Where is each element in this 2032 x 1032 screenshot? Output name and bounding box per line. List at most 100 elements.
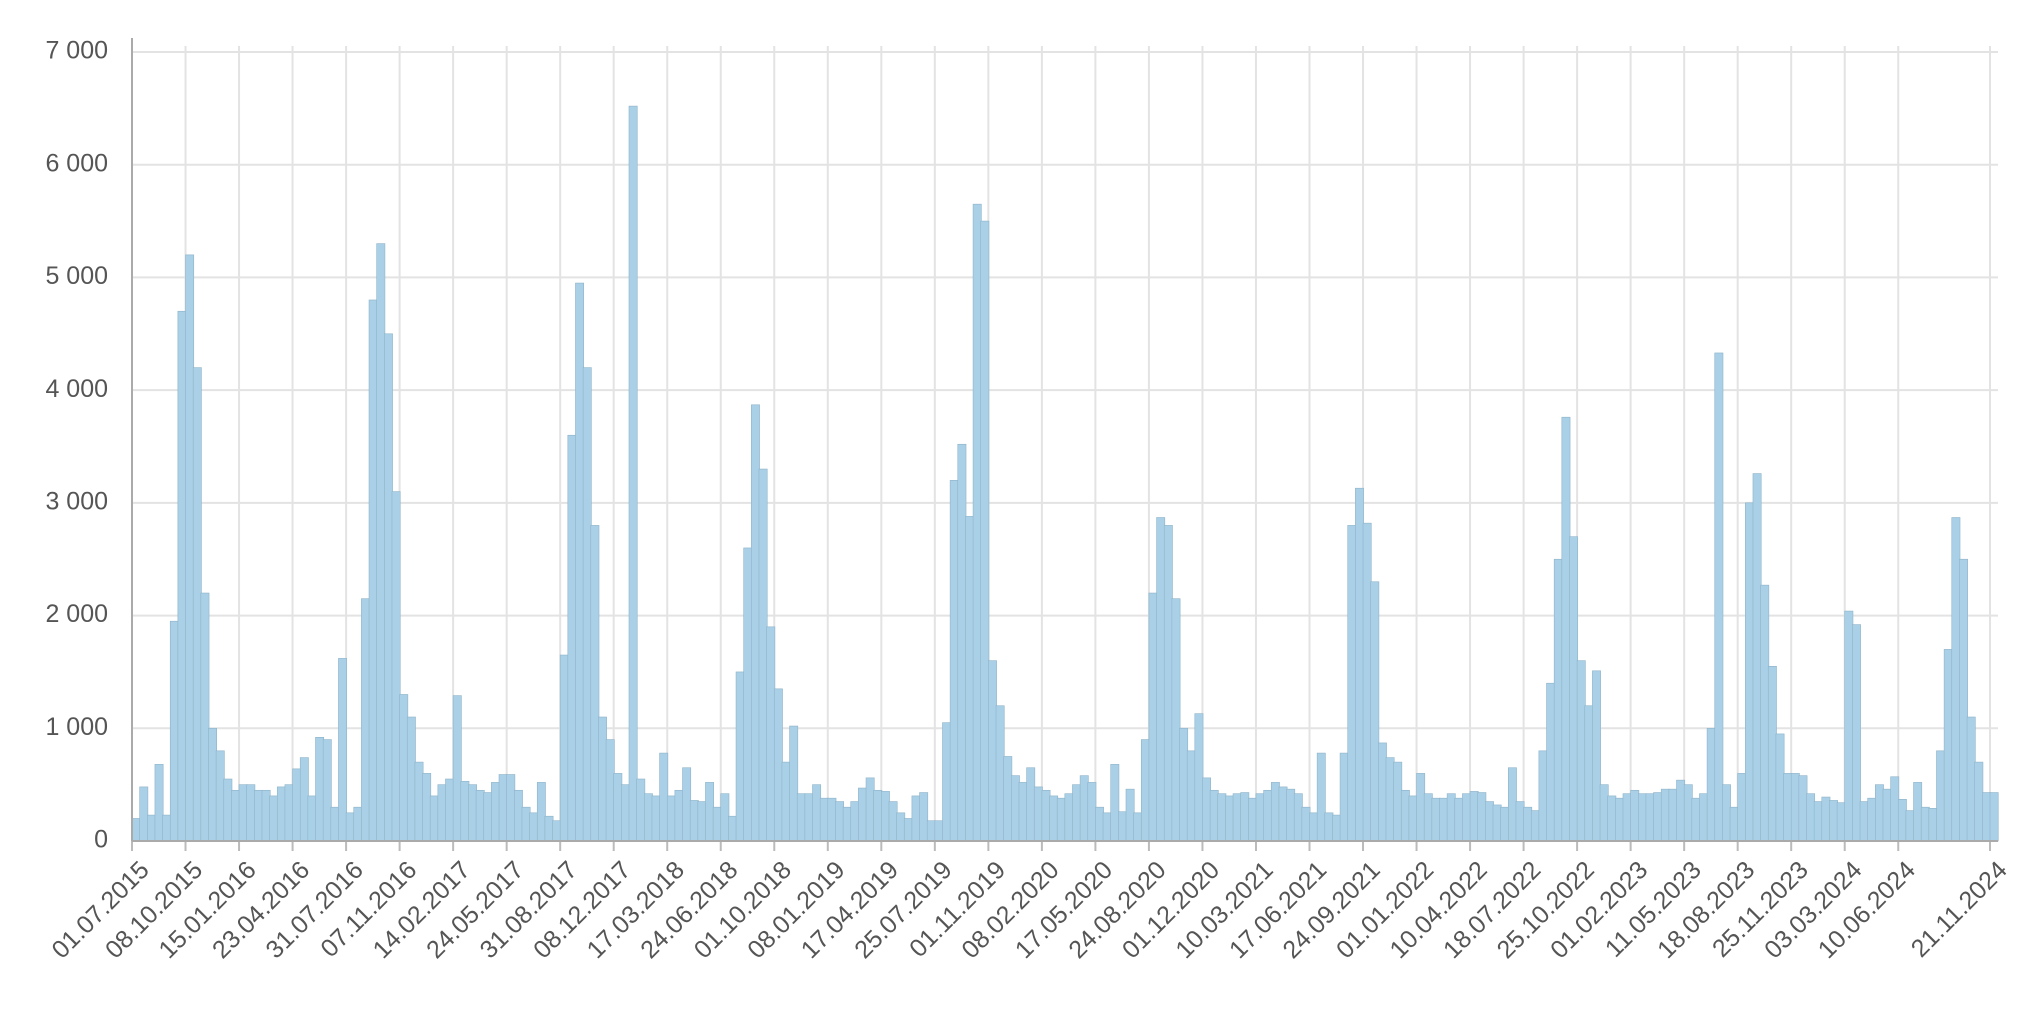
bar bbox=[1592, 670, 1601, 842]
bar bbox=[1538, 750, 1548, 842]
bar bbox=[1660, 788, 1670, 842]
bar bbox=[881, 791, 890, 842]
bar bbox=[705, 782, 715, 842]
bar bbox=[827, 797, 837, 842]
bar bbox=[1339, 752, 1349, 842]
bar bbox=[1775, 733, 1785, 842]
bar bbox=[1974, 761, 1984, 842]
bar bbox=[1599, 784, 1609, 842]
bar bbox=[338, 658, 347, 842]
bar bbox=[988, 660, 997, 842]
bar bbox=[1706, 727, 1716, 842]
y-tick-label: 1 000 bbox=[45, 713, 108, 741]
bar bbox=[1301, 806, 1311, 842]
bar bbox=[1477, 792, 1487, 842]
bar bbox=[1255, 793, 1265, 842]
bar bbox=[1469, 791, 1479, 842]
bar bbox=[1645, 793, 1655, 842]
bar bbox=[1569, 536, 1579, 842]
bar bbox=[1615, 797, 1624, 842]
bar bbox=[1890, 776, 1900, 842]
bar bbox=[215, 750, 225, 842]
bar bbox=[1263, 789, 1273, 842]
bar bbox=[1156, 517, 1166, 842]
bar bbox=[276, 786, 286, 842]
bar bbox=[773, 688, 783, 842]
bar bbox=[1171, 598, 1181, 842]
bar bbox=[498, 774, 508, 842]
bar bbox=[1806, 793, 1816, 842]
bar bbox=[1989, 792, 1999, 842]
bar bbox=[1148, 592, 1158, 842]
bar bbox=[185, 254, 195, 842]
bar bbox=[1194, 713, 1204, 842]
bar bbox=[345, 812, 355, 842]
bar bbox=[1882, 788, 1892, 842]
bar bbox=[789, 725, 799, 842]
bar bbox=[223, 778, 233, 842]
bar bbox=[1079, 775, 1089, 842]
bar bbox=[1653, 792, 1663, 842]
bar bbox=[1378, 742, 1387, 842]
bar bbox=[1523, 806, 1533, 842]
bar bbox=[1408, 795, 1418, 842]
bar bbox=[146, 814, 156, 842]
bar bbox=[292, 768, 302, 842]
bar bbox=[697, 801, 707, 842]
bar bbox=[735, 671, 745, 842]
bar bbox=[1752, 473, 1762, 842]
bar bbox=[460, 780, 470, 842]
bar bbox=[353, 806, 363, 842]
bar bbox=[628, 105, 638, 842]
bar bbox=[1905, 810, 1915, 842]
bar bbox=[575, 282, 585, 842]
bar bbox=[406, 716, 416, 842]
bar bbox=[177, 310, 187, 842]
bar bbox=[1362, 522, 1372, 842]
bar bbox=[942, 722, 952, 842]
y-tick-label: 5 000 bbox=[45, 262, 108, 290]
bar bbox=[1607, 795, 1617, 842]
bar bbox=[1248, 797, 1257, 842]
y-tick-label: 0 bbox=[94, 826, 108, 854]
bar bbox=[1714, 352, 1724, 842]
bar bbox=[1140, 739, 1150, 842]
bar bbox=[1637, 793, 1647, 842]
bar bbox=[911, 795, 921, 842]
bar bbox=[888, 801, 898, 842]
bar bbox=[1767, 665, 1777, 842]
bar bbox=[758, 468, 768, 842]
bar bbox=[1125, 788, 1135, 842]
bar bbox=[1783, 773, 1793, 842]
bar bbox=[1446, 793, 1456, 842]
bar bbox=[949, 480, 959, 842]
bar bbox=[1385, 757, 1395, 842]
bar bbox=[246, 784, 256, 842]
bar bbox=[1026, 767, 1036, 842]
bar bbox=[651, 795, 661, 842]
bar bbox=[1943, 649, 1953, 842]
bar bbox=[1179, 727, 1189, 842]
bar bbox=[689, 800, 699, 842]
bar bbox=[284, 784, 294, 842]
bar bbox=[1240, 792, 1250, 842]
bar bbox=[1699, 793, 1708, 842]
bar bbox=[605, 739, 615, 842]
bar bbox=[361, 598, 370, 842]
bar bbox=[1798, 775, 1808, 842]
bar bbox=[521, 806, 531, 842]
bar bbox=[1400, 789, 1410, 842]
bar bbox=[965, 516, 974, 842]
bar bbox=[796, 793, 806, 842]
bar bbox=[1737, 773, 1747, 842]
bar bbox=[1011, 775, 1020, 842]
bar bbox=[1897, 798, 1907, 842]
bar bbox=[491, 782, 500, 842]
bar bbox=[552, 820, 562, 842]
bar bbox=[1370, 581, 1380, 842]
bar bbox=[399, 694, 409, 842]
bar bbox=[1844, 610, 1854, 842]
bar bbox=[1546, 682, 1556, 842]
bar bbox=[1867, 797, 1877, 842]
bar bbox=[384, 333, 393, 842]
